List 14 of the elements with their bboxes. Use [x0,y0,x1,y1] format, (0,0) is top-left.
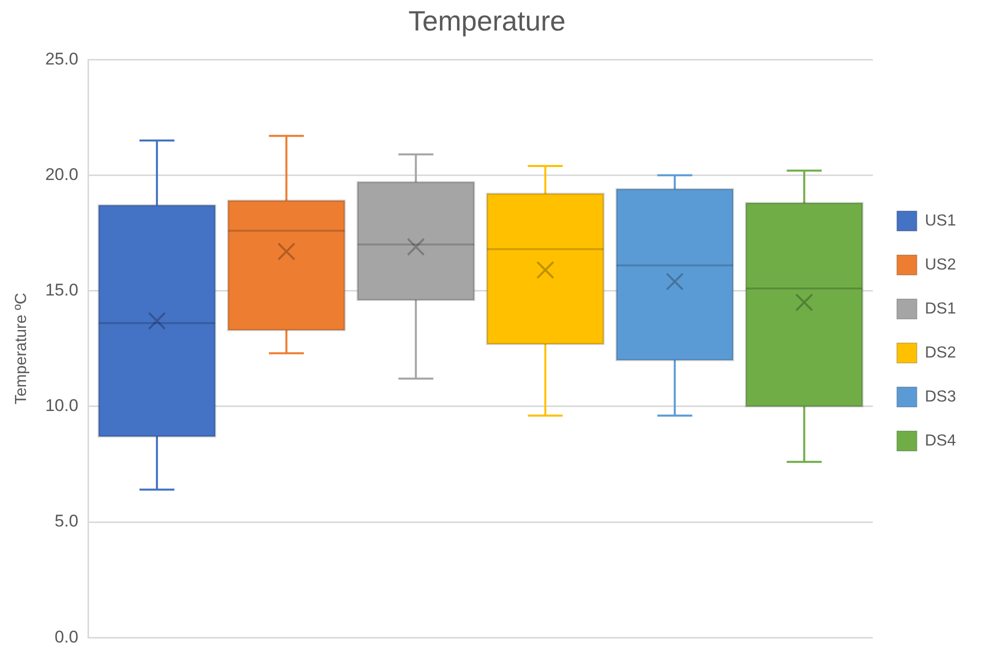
y-axis-title: Temperature ºC [13,292,30,404]
legend-label: DS1 [924,300,956,318]
chart-title: Temperature [408,6,566,37]
legend-label: DS3 [924,388,956,406]
legend-label: US2 [924,256,956,274]
y-tick-label: 10.0 [45,396,78,416]
legend-label: DS2 [924,344,956,362]
y-tick-label: 5.0 [54,512,78,531]
legend-label: US1 [924,212,956,230]
y-tick-label: 20.0 [45,164,78,184]
y-tick-label: 0.0 [54,627,78,646]
y-tick-label: 25.0 [45,49,78,68]
y-tick-label: 15.0 [45,280,78,300]
legend-label: DS4 [924,432,956,450]
